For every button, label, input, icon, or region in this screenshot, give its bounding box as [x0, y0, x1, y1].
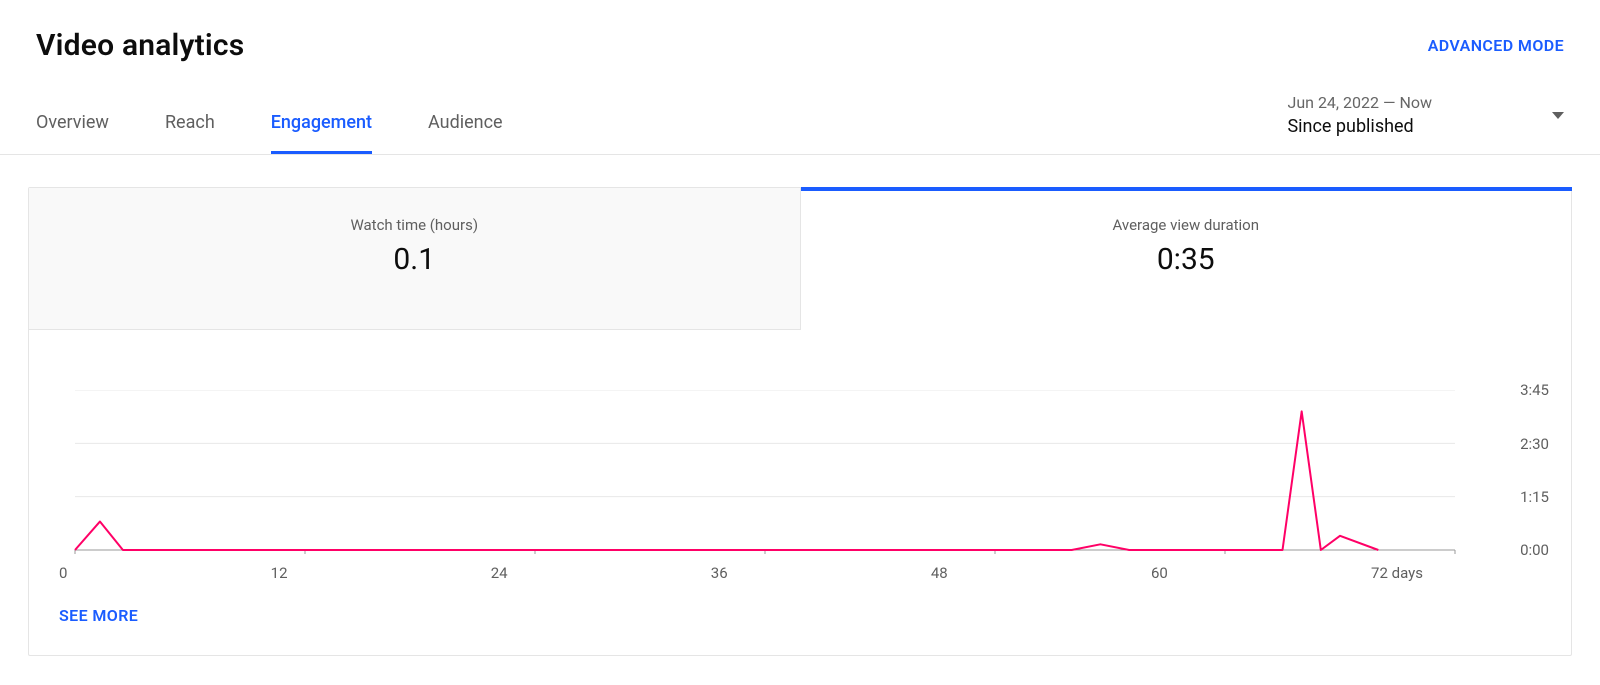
tab-reach[interactable]: Reach — [165, 112, 215, 154]
date-range-picker[interactable]: Jun 24, 2022 — Now Since published — [1287, 91, 1564, 154]
metric-value: 0.1 — [29, 242, 800, 277]
x-tick-label: 12 — [271, 564, 288, 582]
metric-avg-view-duration[interactable]: Average view duration 0:35 — [801, 188, 1572, 330]
y-axis-labels: 0:001:152:303:45 — [1499, 390, 1549, 550]
tab-audience[interactable]: Audience — [428, 112, 503, 154]
tab-engagement[interactable]: Engagement — [271, 112, 372, 154]
chevron-down-icon — [1552, 112, 1564, 119]
x-tick-label: 24 — [491, 564, 508, 582]
y-tick-label: 0:00 — [1520, 541, 1549, 559]
see-more-link[interactable]: SEE MORE — [59, 606, 138, 625]
line-chart-svg — [51, 390, 1549, 554]
date-range-text: Jun 24, 2022 — Now — [1287, 91, 1432, 114]
x-tick-label: 0 — [59, 564, 67, 582]
metric-value: 0:35 — [801, 242, 1572, 277]
metric-row: Watch time (hours) 0.1 Average view dura… — [29, 188, 1571, 330]
page-title: Video analytics — [36, 28, 244, 63]
chart: 0:00 1:15 2:30 3:45 0 12 24 36 48 60 72 days — [29, 330, 1571, 582]
x-tick-label: 60 — [1151, 564, 1168, 582]
tabs: Overview Reach Engagement Audience — [36, 112, 503, 154]
y-tick-label: 3:45 — [1520, 381, 1549, 399]
y-tick-label: 2:30 — [1520, 435, 1549, 453]
metric-title: Watch time (hours) — [29, 216, 800, 234]
x-tick-label: 72 days — [1371, 564, 1423, 582]
x-tick-label: 48 — [931, 564, 948, 582]
y-tick-label: 1:15 — [1520, 488, 1549, 506]
metric-watch-time[interactable]: Watch time (hours) 0.1 — [29, 188, 801, 330]
x-axis-labels: 0 12 24 36 48 60 72 days — [51, 554, 1431, 582]
metric-title: Average view duration — [801, 216, 1572, 234]
engagement-card: Watch time (hours) 0.1 Average view dura… — [28, 187, 1572, 656]
x-tick-label: 36 — [711, 564, 728, 582]
advanced-mode-link[interactable]: ADVANCED MODE — [1428, 36, 1564, 55]
tab-overview[interactable]: Overview — [36, 112, 109, 154]
date-range-label: Since published — [1287, 114, 1432, 140]
